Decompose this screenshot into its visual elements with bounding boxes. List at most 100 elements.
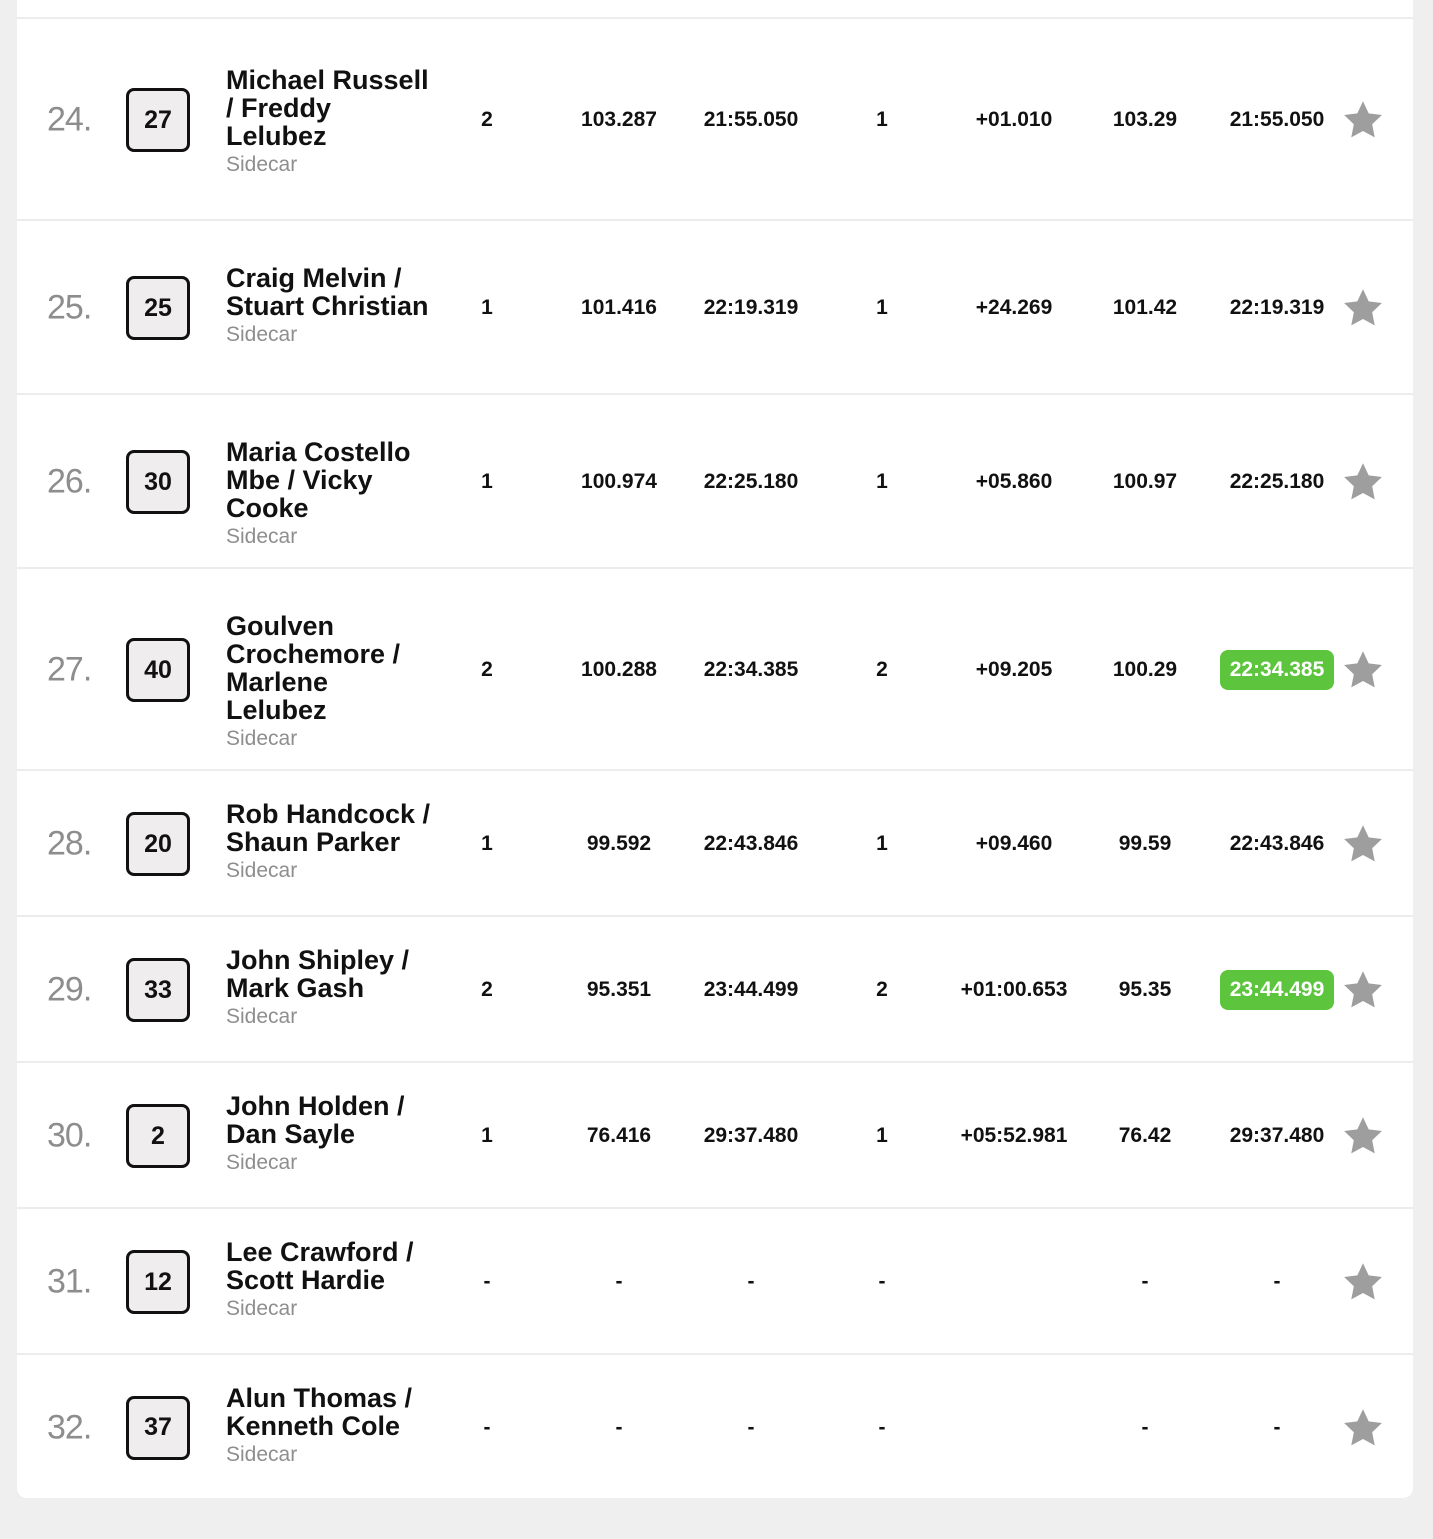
speed-cell: 76.416 <box>549 1124 689 1148</box>
speed-cell-value: 100.974 <box>581 470 657 493</box>
speed-cell: - <box>549 1270 689 1294</box>
position-label: 25. <box>47 288 92 327</box>
rider-names[interactable]: Rob Handcock / Shaun Parker <box>226 799 431 857</box>
heat-cell: 1 <box>812 296 952 320</box>
speed-cell: - <box>549 1416 689 1440</box>
best-lap-cell: - <box>1207 1270 1347 1294</box>
gap-cell-value: +05:52.981 <box>960 1124 1068 1147</box>
best-lap-cell: - <box>1207 1416 1347 1440</box>
race-time-cell: 21:55.050 <box>681 108 821 132</box>
gap-cell: +01.010 <box>939 108 1089 132</box>
race-number-badge: 2 <box>126 1104 190 1168</box>
gap-cell: +01:00.653 <box>939 978 1089 1002</box>
best-speed-cell-value: 103.29 <box>1112 108 1178 131</box>
laps-cell: 1 <box>417 470 557 494</box>
results-table: 24. 27 Michael Russell / Freddy Lelubez Sid… <box>17 0 1413 1498</box>
table-row: 31. 12 Lee Crawford / Scott Hardie Sidecar -… <box>17 1207 1413 1355</box>
best-speed-cell-value: 99.59 <box>1118 832 1172 855</box>
race-time-cell: - <box>681 1416 821 1440</box>
race-number-badge: 33 <box>126 958 190 1022</box>
star-icon[interactable] <box>1341 822 1385 866</box>
speed-cell-value: 76.416 <box>586 1124 652 1147</box>
best-lap-cell-value: 29:37.480 <box>1229 1124 1325 1147</box>
laps-cell: 1 <box>417 832 557 856</box>
heat-cell: - <box>812 1416 952 1440</box>
star-icon[interactable] <box>1341 1114 1385 1158</box>
heat-cell-value: 2 <box>876 658 888 681</box>
race-class-label: Sidecar <box>226 1297 298 1320</box>
gap-cell-value: +01:00.653 <box>960 978 1068 1001</box>
race-time-cell-value: 21:55.050 <box>703 108 799 131</box>
race-time-cell-value: 22:43.846 <box>703 832 799 855</box>
heat-cell-value: - <box>878 1270 886 1293</box>
laps-cell-value: 1 <box>481 470 493 493</box>
laps-cell: - <box>417 1416 557 1440</box>
gap-cell: +09.460 <box>939 832 1089 856</box>
rider-names[interactable]: Craig Melvin / Stuart Christian <box>226 263 429 321</box>
race-time-cell: 22:43.846 <box>681 832 821 856</box>
rider-names[interactable]: Maria Costello Mbe / Vicky Cooke <box>226 437 411 523</box>
laps-cell: 2 <box>417 108 557 132</box>
rider-info: Goulven Crochemore / Marlene Lelubez Side… <box>226 612 436 754</box>
race-time-cell-value: - <box>747 1415 755 1439</box>
gap-cell-value: +09.205 <box>975 658 1053 681</box>
best-lap-cell-value: 22:25.180 <box>1229 470 1325 493</box>
race-number-badge: 27 <box>126 88 190 152</box>
rider-info: Craig Melvin / Stuart Christian Sidecar <box>226 264 436 350</box>
gap-cell-value: +05.860 <box>975 470 1053 493</box>
star-icon[interactable] <box>1341 98 1385 142</box>
best-lap-cell: 22:19.319 <box>1207 296 1347 320</box>
star-icon[interactable] <box>1341 968 1385 1012</box>
race-time-cell: 22:25.180 <box>681 470 821 494</box>
best-speed-cell: 100.29 <box>1075 658 1215 682</box>
best-speed-cell: 95.35 <box>1075 978 1215 1002</box>
rider-names[interactable]: Goulven Crochemore / Marlene Lelubez <box>226 611 401 725</box>
speed-cell-value: 100.288 <box>581 658 657 681</box>
best-speed-cell-value: 100.97 <box>1112 470 1178 493</box>
position-label: 31. <box>47 1262 92 1301</box>
star-icon[interactable] <box>1341 286 1385 330</box>
best-speed-cell: 76.42 <box>1075 1124 1215 1148</box>
table-row: 32. 37 Alun Thomas / Kenneth Cole Sidecar - -… <box>17 1353 1413 1500</box>
position-label: 30. <box>47 1116 92 1155</box>
heat-cell-value: 1 <box>876 1124 888 1147</box>
heat-cell: 1 <box>812 1124 952 1148</box>
rider-names[interactable]: John Shipley / Mark Gash <box>226 945 410 1003</box>
heat-cell-value: 1 <box>876 832 888 855</box>
position-label: 27. <box>47 650 92 689</box>
laps-cell-value: 1 <box>481 832 493 855</box>
gap-cell-value: +24.269 <box>975 296 1053 319</box>
race-time-cell: - <box>681 1270 821 1294</box>
speed-cell-value: 95.351 <box>586 978 652 1001</box>
rider-names[interactable]: Michael Russell / Freddy Lelubez <box>226 65 429 151</box>
best-lap-cell: 21:55.050 <box>1207 108 1347 132</box>
best-speed-cell: 103.29 <box>1075 108 1215 132</box>
speed-cell: 103.287 <box>549 108 689 132</box>
speed-cell: 95.351 <box>549 978 689 1002</box>
best-speed-cell: 100.97 <box>1075 470 1215 494</box>
race-time-cell: 23:44.499 <box>681 978 821 1002</box>
laps-cell-value: - <box>483 1415 491 1439</box>
race-time-cell: 22:19.319 <box>681 296 821 320</box>
race-number-badge: 20 <box>126 812 190 876</box>
speed-cell-value: 99.592 <box>586 832 652 855</box>
table-row: 26. 30 Maria Costello Mbe / Vicky Cooke Sid… <box>17 393 1413 569</box>
best-lap-cell: 23:44.499 <box>1207 970 1347 1010</box>
rider-info: John Shipley / Mark Gash Sidecar <box>226 946 436 1032</box>
star-icon[interactable] <box>1341 1260 1385 1304</box>
race-class-label: Sidecar <box>226 1443 298 1466</box>
race-time-cell-value: - <box>747 1270 755 1293</box>
speed-cell: 100.974 <box>549 470 689 494</box>
star-icon[interactable] <box>1341 648 1385 692</box>
rider-names[interactable]: John Holden / Dan Sayle <box>226 1091 405 1149</box>
star-icon[interactable] <box>1341 460 1385 504</box>
rider-names[interactable]: Lee Crawford / Scott Hardie <box>226 1237 414 1295</box>
position-label: 26. <box>47 462 92 501</box>
gap-cell: +24.269 <box>939 296 1089 320</box>
star-icon[interactable] <box>1341 1406 1385 1450</box>
best-lap-cell-value: 21:55.050 <box>1229 108 1325 131</box>
best-lap-cell-value: 22:19.319 <box>1229 296 1325 319</box>
best-speed-cell-value: - <box>1141 1270 1149 1293</box>
rider-names[interactable]: Alun Thomas / Kenneth Cole <box>226 1383 413 1441</box>
best-lap-cell: 22:34.385 <box>1207 650 1347 690</box>
